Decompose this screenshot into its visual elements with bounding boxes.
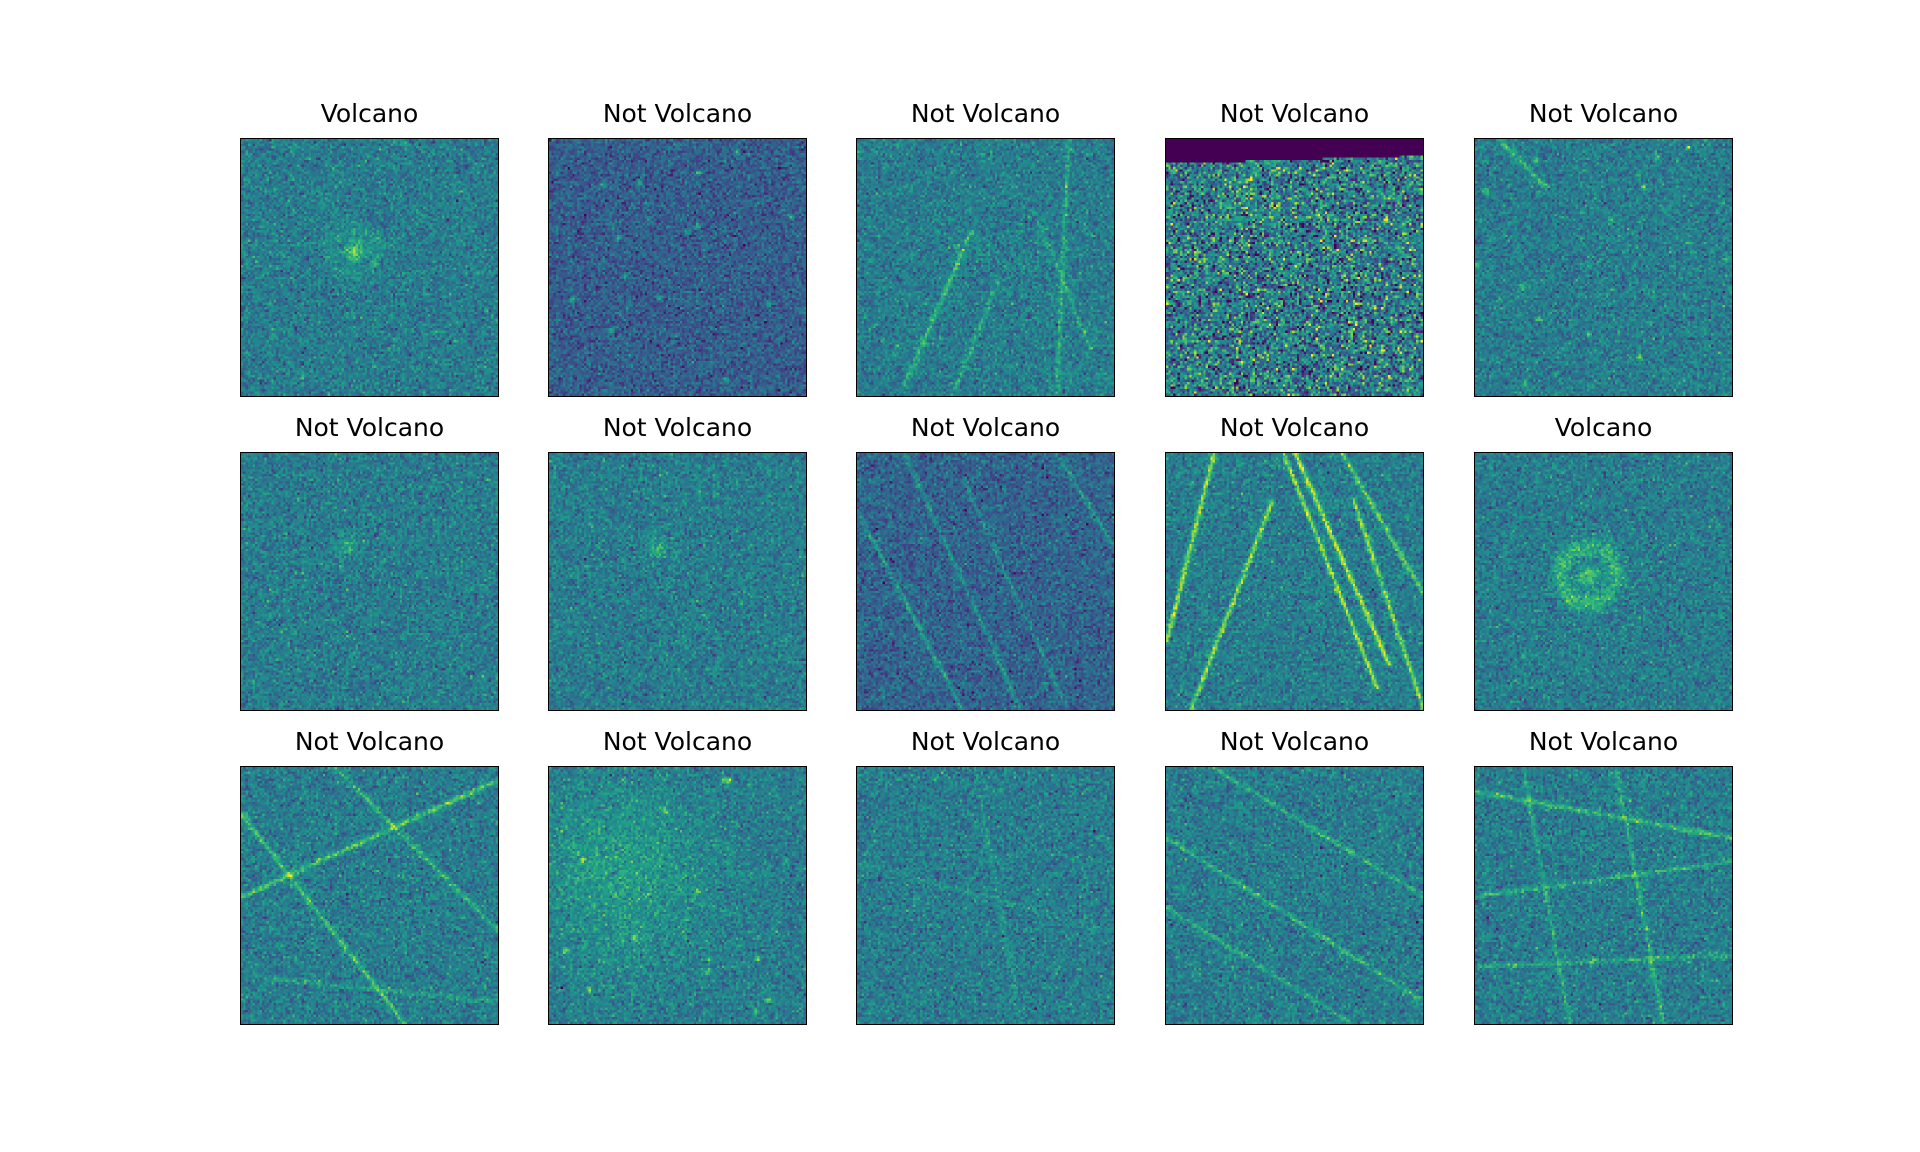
- sar-image-tile: [548, 452, 807, 711]
- panel-title: Not Volcano: [602, 413, 753, 442]
- panel-title: Volcano: [320, 99, 419, 128]
- panel-title: Volcano: [1554, 413, 1653, 442]
- panel-title: Not Volcano: [602, 727, 753, 756]
- panel-title: Not Volcano: [294, 413, 445, 442]
- sar-image-tile: [240, 138, 499, 397]
- panel-title: Not Volcano: [1219, 727, 1370, 756]
- sar-image-tile: [1474, 766, 1733, 1025]
- sar-image-tile: [548, 766, 807, 1025]
- panel-title: Not Volcano: [910, 99, 1061, 128]
- sar-image-tile: [1165, 766, 1424, 1025]
- sar-image-tile: [1474, 452, 1733, 711]
- panel-title: Not Volcano: [1219, 413, 1370, 442]
- panel-title: Not Volcano: [910, 413, 1061, 442]
- sar-image-tile: [1165, 452, 1424, 711]
- sar-image-tile: [240, 766, 499, 1025]
- panel-title: Not Volcano: [910, 727, 1061, 756]
- panel-title: Not Volcano: [1528, 727, 1679, 756]
- sar-image-tile: [856, 452, 1115, 711]
- sar-image-tile: [856, 138, 1115, 397]
- sar-image-tile: [1474, 138, 1733, 397]
- sar-image-tile: [856, 766, 1115, 1025]
- panel-title: Not Volcano: [1528, 99, 1679, 128]
- sar-image-tile: [548, 138, 807, 397]
- sar-image-tile: [1165, 138, 1424, 397]
- panel-title: Not Volcano: [1219, 99, 1370, 128]
- sar-image-tile: [240, 452, 499, 711]
- panel-title: Not Volcano: [602, 99, 753, 128]
- panel-title: Not Volcano: [294, 727, 445, 756]
